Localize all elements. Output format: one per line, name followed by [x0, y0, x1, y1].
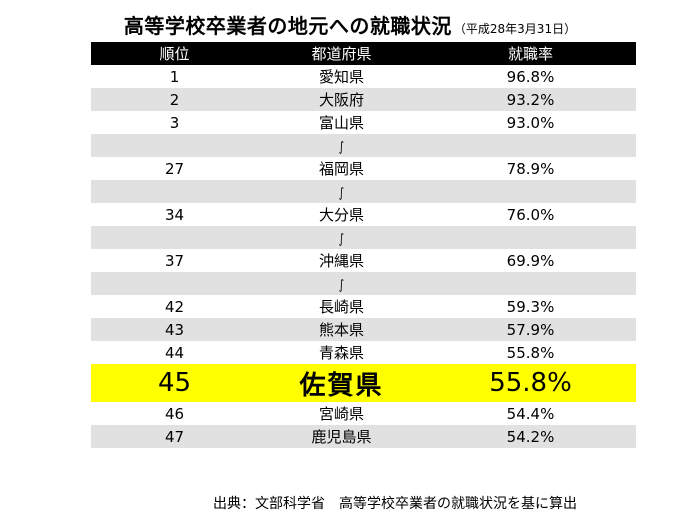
rank-cell: 47 — [91, 425, 258, 448]
prefecture-cell: 富山県 — [258, 111, 425, 134]
table-gap-row: ∫ — [91, 134, 636, 157]
table-row: 1 愛知県 96.8% — [91, 65, 636, 88]
prefecture-cell: 福岡県 — [258, 157, 425, 180]
table-header-row: 順位 都道府県 就職率 — [91, 42, 636, 65]
gap-cell: ∫ — [258, 272, 425, 295]
rank-cell: 27 — [91, 157, 258, 180]
table-body: 1 愛知県 96.8% 2 大阪府 93.2% 3 富山県 93.0% ∫ 27 福岡県 78.9% ∫ 3… — [91, 65, 636, 448]
prefecture-cell: 宮崎県 — [258, 402, 425, 425]
gap-cell — [91, 272, 258, 295]
header-rank: 順位 — [91, 42, 258, 65]
table-row: 43 熊本県 57.9% — [91, 318, 636, 341]
rate-cell: 96.8% — [425, 65, 636, 88]
rank-cell: 34 — [91, 203, 258, 226]
omission-mark-icon: ∫ — [338, 185, 345, 201]
prefecture-cell: 愛知県 — [258, 65, 425, 88]
prefecture-cell: 沖縄県 — [258, 249, 425, 272]
table-row: 47 鹿児島県 54.2% — [91, 425, 636, 448]
ranking-table: 順位 都道府県 就職率 1 愛知県 96.8% 2 大阪府 93.2% 3 富山県 93.0% ∫… — [91, 42, 636, 448]
highlighted-row: 45 佐賀県 55.8% — [91, 364, 636, 402]
omission-mark-icon: ∫ — [338, 139, 345, 155]
gap-cell — [425, 180, 636, 203]
rate-cell: 55.8% — [425, 364, 636, 402]
gap-cell: ∫ — [258, 226, 425, 249]
table-row: 2 大阪府 93.2% — [91, 88, 636, 111]
gap-cell — [91, 134, 258, 157]
rank-cell: 37 — [91, 249, 258, 272]
source-note: 出典：文部科学省 高等学校卒業者の就職状況を基に算出 — [213, 496, 577, 512]
omission-mark-icon: ∫ — [338, 231, 345, 247]
rank-cell: 45 — [91, 364, 258, 402]
rank-cell: 46 — [91, 402, 258, 425]
table-gap-row: ∫ — [91, 272, 636, 295]
rank-cell: 44 — [91, 341, 258, 364]
rate-cell: 55.8% — [425, 341, 636, 364]
rate-cell: 78.9% — [425, 157, 636, 180]
prefecture-cell: 大阪府 — [258, 88, 425, 111]
table-row: 3 富山県 93.0% — [91, 111, 636, 134]
prefecture-cell: 大分県 — [258, 203, 425, 226]
prefecture-cell: 長崎県 — [258, 295, 425, 318]
rate-cell: 76.0% — [425, 203, 636, 226]
gap-cell — [425, 134, 636, 157]
table-gap-row: ∫ — [91, 180, 636, 203]
rate-cell: 57.9% — [425, 318, 636, 341]
omission-mark-icon: ∫ — [338, 277, 345, 293]
table-row: 37 沖縄県 69.9% — [91, 249, 636, 272]
rank-cell: 42 — [91, 295, 258, 318]
page-title: 高等学校卒業者の地元への就職状況 （平成28年3月31日） — [0, 10, 700, 39]
gap-cell — [425, 226, 636, 249]
table-row: 42 長崎県 59.3% — [91, 295, 636, 318]
title-main: 高等学校卒業者の地元への就職状況 — [123, 14, 452, 38]
gap-cell — [91, 180, 258, 203]
rate-cell: 93.2% — [425, 88, 636, 111]
gap-cell — [425, 272, 636, 295]
table-row: 34 大分県 76.0% — [91, 203, 636, 226]
header-rate: 就職率 — [425, 42, 636, 65]
header-prefecture: 都道府県 — [258, 42, 425, 65]
rate-cell: 93.0% — [425, 111, 636, 134]
rank-cell: 43 — [91, 318, 258, 341]
rate-cell: 69.9% — [425, 249, 636, 272]
prefecture-cell: 佐賀県 — [258, 364, 425, 402]
title-date-note: （平成28年3月31日） — [453, 22, 577, 36]
gap-cell — [91, 226, 258, 249]
prefecture-cell: 鹿児島県 — [258, 425, 425, 448]
prefecture-cell: 青森県 — [258, 341, 425, 364]
table-row: 27 福岡県 78.9% — [91, 157, 636, 180]
prefecture-cell: 熊本県 — [258, 318, 425, 341]
rank-cell: 2 — [91, 88, 258, 111]
rank-cell: 1 — [91, 65, 258, 88]
table-gap-row: ∫ — [91, 226, 636, 249]
rate-cell: 59.3% — [425, 295, 636, 318]
rate-cell: 54.4% — [425, 402, 636, 425]
gap-cell: ∫ — [258, 180, 425, 203]
rank-cell: 3 — [91, 111, 258, 134]
table-row: 46 宮崎県 54.4% — [91, 402, 636, 425]
rate-cell: 54.2% — [425, 425, 636, 448]
table-row: 44 青森県 55.8% — [91, 341, 636, 364]
gap-cell: ∫ — [258, 134, 425, 157]
